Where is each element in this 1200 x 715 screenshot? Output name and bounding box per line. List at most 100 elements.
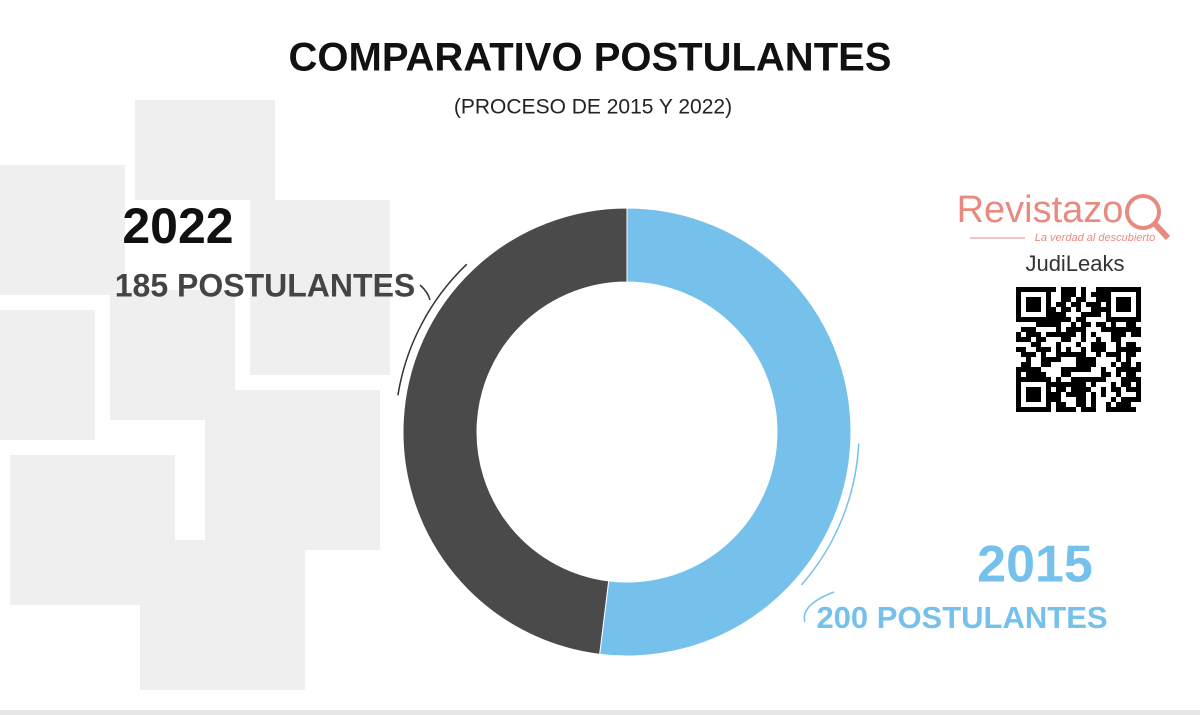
qr-cell [1061, 367, 1066, 372]
qr-cell [1116, 337, 1121, 342]
qr-cell [1111, 397, 1116, 402]
qr-cell [1041, 337, 1046, 342]
qr-cell [1076, 307, 1081, 312]
qr-cell [1101, 387, 1106, 392]
qr-cell [1086, 357, 1091, 362]
qr-cell [1086, 407, 1091, 412]
qr-cell [1101, 297, 1106, 302]
qr-cell [1061, 287, 1066, 292]
value-label: 185 POSTULANTES [115, 267, 416, 303]
qr-cell [1111, 337, 1116, 342]
qr-cell [1031, 327, 1036, 332]
qr-cell [1096, 312, 1101, 317]
qr-cell [1036, 367, 1041, 372]
qr-finder [1016, 377, 1051, 412]
qr-cell [1076, 362, 1081, 367]
qr-cell [1056, 392, 1061, 397]
qr-cell [1091, 302, 1096, 307]
qr-cell [1136, 327, 1141, 332]
qr-cell [1096, 337, 1101, 342]
qr-cell [1071, 302, 1076, 307]
qr-cell [1101, 347, 1106, 352]
qr-cell [1076, 302, 1081, 307]
qr-cell [1121, 382, 1126, 387]
qr-cell [1131, 322, 1136, 327]
qr-cell [1136, 362, 1141, 367]
qr-cell [1131, 342, 1136, 347]
qr-cell [1056, 357, 1061, 362]
qr-cell [1101, 372, 1106, 377]
qr-cell [1121, 347, 1126, 352]
qr-cell [1051, 307, 1056, 312]
qr-cell [1131, 332, 1136, 337]
qr-finder [1026, 297, 1041, 312]
qr-cell [1126, 387, 1131, 392]
qr-cell [1101, 307, 1106, 312]
qr-cell [1126, 367, 1131, 372]
qr-cell [1111, 407, 1116, 412]
qr-cell [1091, 377, 1096, 382]
qr-cell [1136, 332, 1141, 337]
qr-cell [1041, 352, 1046, 357]
qr-cell [1126, 342, 1131, 347]
chart-title: COMPARATIVO POSTULANTES [289, 36, 892, 80]
qr-cell [1116, 407, 1121, 412]
qr-cell [1026, 367, 1031, 372]
qr-cell [1076, 327, 1081, 332]
qr-cell [1101, 377, 1106, 382]
qr-cell [1116, 352, 1121, 357]
qr-cell [1111, 332, 1116, 337]
qr-cell [1076, 297, 1081, 302]
qr-cell [1056, 317, 1061, 322]
qr-cell [1046, 347, 1051, 352]
qr-cell [1131, 352, 1136, 357]
qr-cell [1096, 347, 1101, 352]
qr-cell [1061, 332, 1066, 337]
qr-cell [1081, 327, 1086, 332]
qr-cell [1121, 367, 1126, 372]
qr-cell [1126, 402, 1131, 407]
qr-cell [1056, 312, 1061, 317]
qr-cell [1131, 407, 1136, 412]
qr-cell [1116, 332, 1121, 337]
qr-cell [1081, 317, 1086, 322]
qr-cell [1116, 392, 1121, 397]
qr-cell [1111, 322, 1116, 327]
brand: Revistazo La verdad al descubierto JudiL… [957, 189, 1171, 412]
qr-cell [1081, 352, 1086, 357]
qr-cell [1081, 367, 1086, 372]
qr-cell [1026, 352, 1031, 357]
qr-cell [1096, 377, 1101, 382]
qr-cell [1071, 382, 1076, 387]
donut-slice [402, 207, 628, 655]
qr-cell [1036, 332, 1041, 337]
qr-cell [1116, 387, 1121, 392]
qr-cell [1091, 307, 1096, 312]
qr-cell [1121, 402, 1126, 407]
qr-cell [1096, 292, 1101, 297]
qr-cell [1016, 347, 1021, 352]
qr-cell [1081, 362, 1086, 367]
qr-cell [1131, 387, 1136, 392]
qr-cell [1081, 407, 1086, 412]
qr-cell [1041, 372, 1046, 377]
qr-cell [1091, 357, 1096, 362]
qr-cell [1091, 332, 1096, 337]
qr-cell [1051, 357, 1056, 362]
qr-cell [1071, 292, 1076, 297]
qr-cell [1091, 407, 1096, 412]
qr-cell [1091, 342, 1096, 347]
qr-cell [1101, 342, 1106, 347]
qr-cell [1031, 372, 1036, 377]
qr-cell [1081, 397, 1086, 402]
qr-cell [1021, 337, 1026, 342]
qr-cell [1116, 347, 1121, 352]
qr-cell [1101, 287, 1106, 292]
qr-cell [1026, 327, 1031, 332]
qr-cell [1081, 337, 1086, 342]
qr-cell [1076, 377, 1081, 382]
qr-cell [1021, 367, 1026, 372]
qr-cell [1086, 387, 1091, 392]
qr-cell [1121, 362, 1126, 367]
